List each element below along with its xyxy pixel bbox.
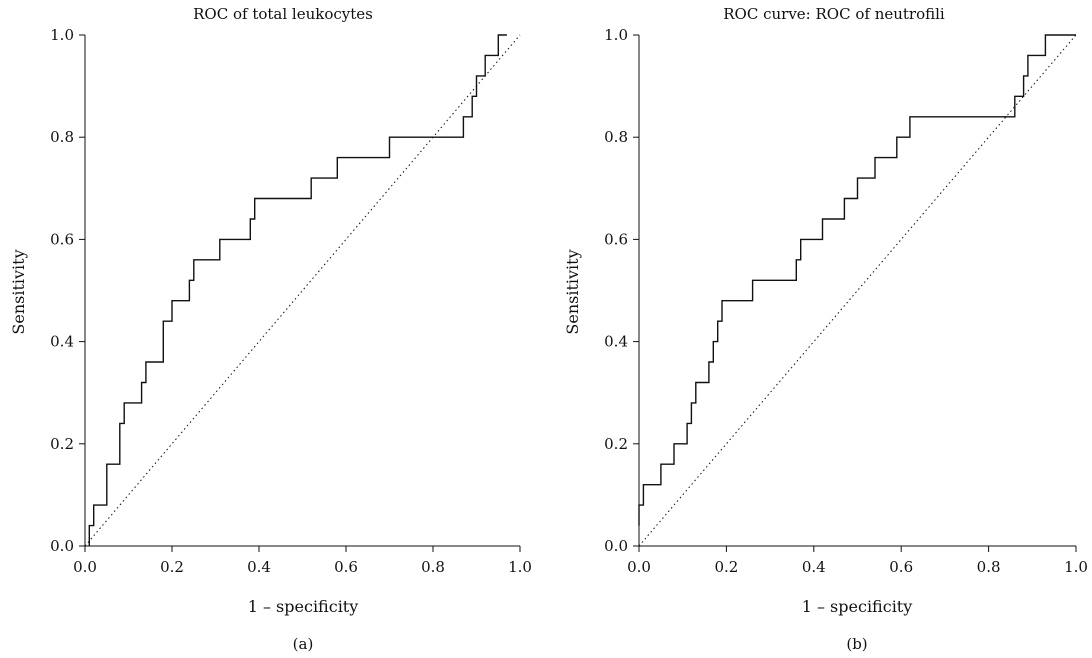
chart-title-b: ROC curve: ROC of neutrofili	[723, 5, 945, 23]
y-tick-label: 0.8	[50, 128, 74, 146]
y-tick-label: 0.4	[50, 333, 74, 351]
y-tick-label: 0.0	[604, 537, 628, 555]
x-tick-label: 0.0	[627, 558, 651, 576]
y-tick-label: 0.0	[50, 537, 74, 555]
x-tick-label: 1.0	[1064, 558, 1088, 576]
axes-a	[84, 35, 520, 547]
y-ticks-b: 0.0 0.2 0.4 0.6 0.8 1.0	[604, 26, 639, 555]
x-axis-label-a: 1 – specificity	[248, 597, 359, 616]
y-axis-label-b: Sensitivity	[563, 249, 582, 334]
reference-line	[638, 34, 1077, 547]
roc-series-line	[88, 34, 507, 546]
chart-panel-b: ROC curve: ROC of neutrofili Sensitivity…	[563, 5, 1088, 653]
chart-panel-a: ROC of total leukocytes Sensitivity 1 – …	[9, 5, 532, 653]
y-tick-label: 0.2	[604, 435, 628, 453]
x-tick-label: 0.4	[802, 558, 826, 576]
x-tick-label: 0.2	[160, 558, 184, 576]
x-tick-label: 1.0	[508, 558, 532, 576]
y-tick-label: 0.6	[604, 230, 628, 248]
x-ticks-b: 0.0 0.2 0.4 0.6 0.8 1.0	[627, 546, 1088, 576]
axes-b	[638, 35, 1076, 547]
x-tick-label: 0.8	[421, 558, 445, 576]
x-tick-label: 0.8	[977, 558, 1001, 576]
y-tick-label: 0.8	[604, 128, 628, 146]
roc-series-line	[638, 34, 1076, 526]
x-ticks-a: 0.0 0.2 0.4 0.6 0.8 1.0	[73, 546, 532, 576]
reference-line	[84, 34, 521, 547]
roc-curve-b	[638, 34, 1076, 526]
reference-diagonal-a	[84, 34, 521, 547]
y-tick-label: 1.0	[50, 26, 74, 44]
y-tick-label: 0.4	[604, 333, 628, 351]
panel-label-b: (b)	[846, 635, 867, 653]
reference-diagonal-b	[638, 34, 1077, 547]
y-tick-label: 0.6	[50, 230, 74, 248]
chart-title-a: ROC of total leukocytes	[193, 5, 373, 23]
x-tick-label: 0.0	[73, 558, 97, 576]
x-tick-label: 0.6	[334, 558, 358, 576]
y-tick-label: 0.2	[50, 435, 74, 453]
x-tick-label: 0.6	[889, 558, 913, 576]
x-axis-label-b: 1 – specificity	[802, 597, 913, 616]
y-ticks-a: 0.0 0.2 0.4 0.6 0.8 1.0	[50, 26, 85, 555]
x-tick-label: 0.2	[714, 558, 738, 576]
panel-label-a: (a)	[293, 635, 314, 653]
y-tick-label: 1.0	[604, 26, 628, 44]
y-axis-label-a: Sensitivity	[9, 249, 28, 334]
x-tick-label: 0.4	[247, 558, 271, 576]
roc-curve-a	[88, 34, 507, 546]
